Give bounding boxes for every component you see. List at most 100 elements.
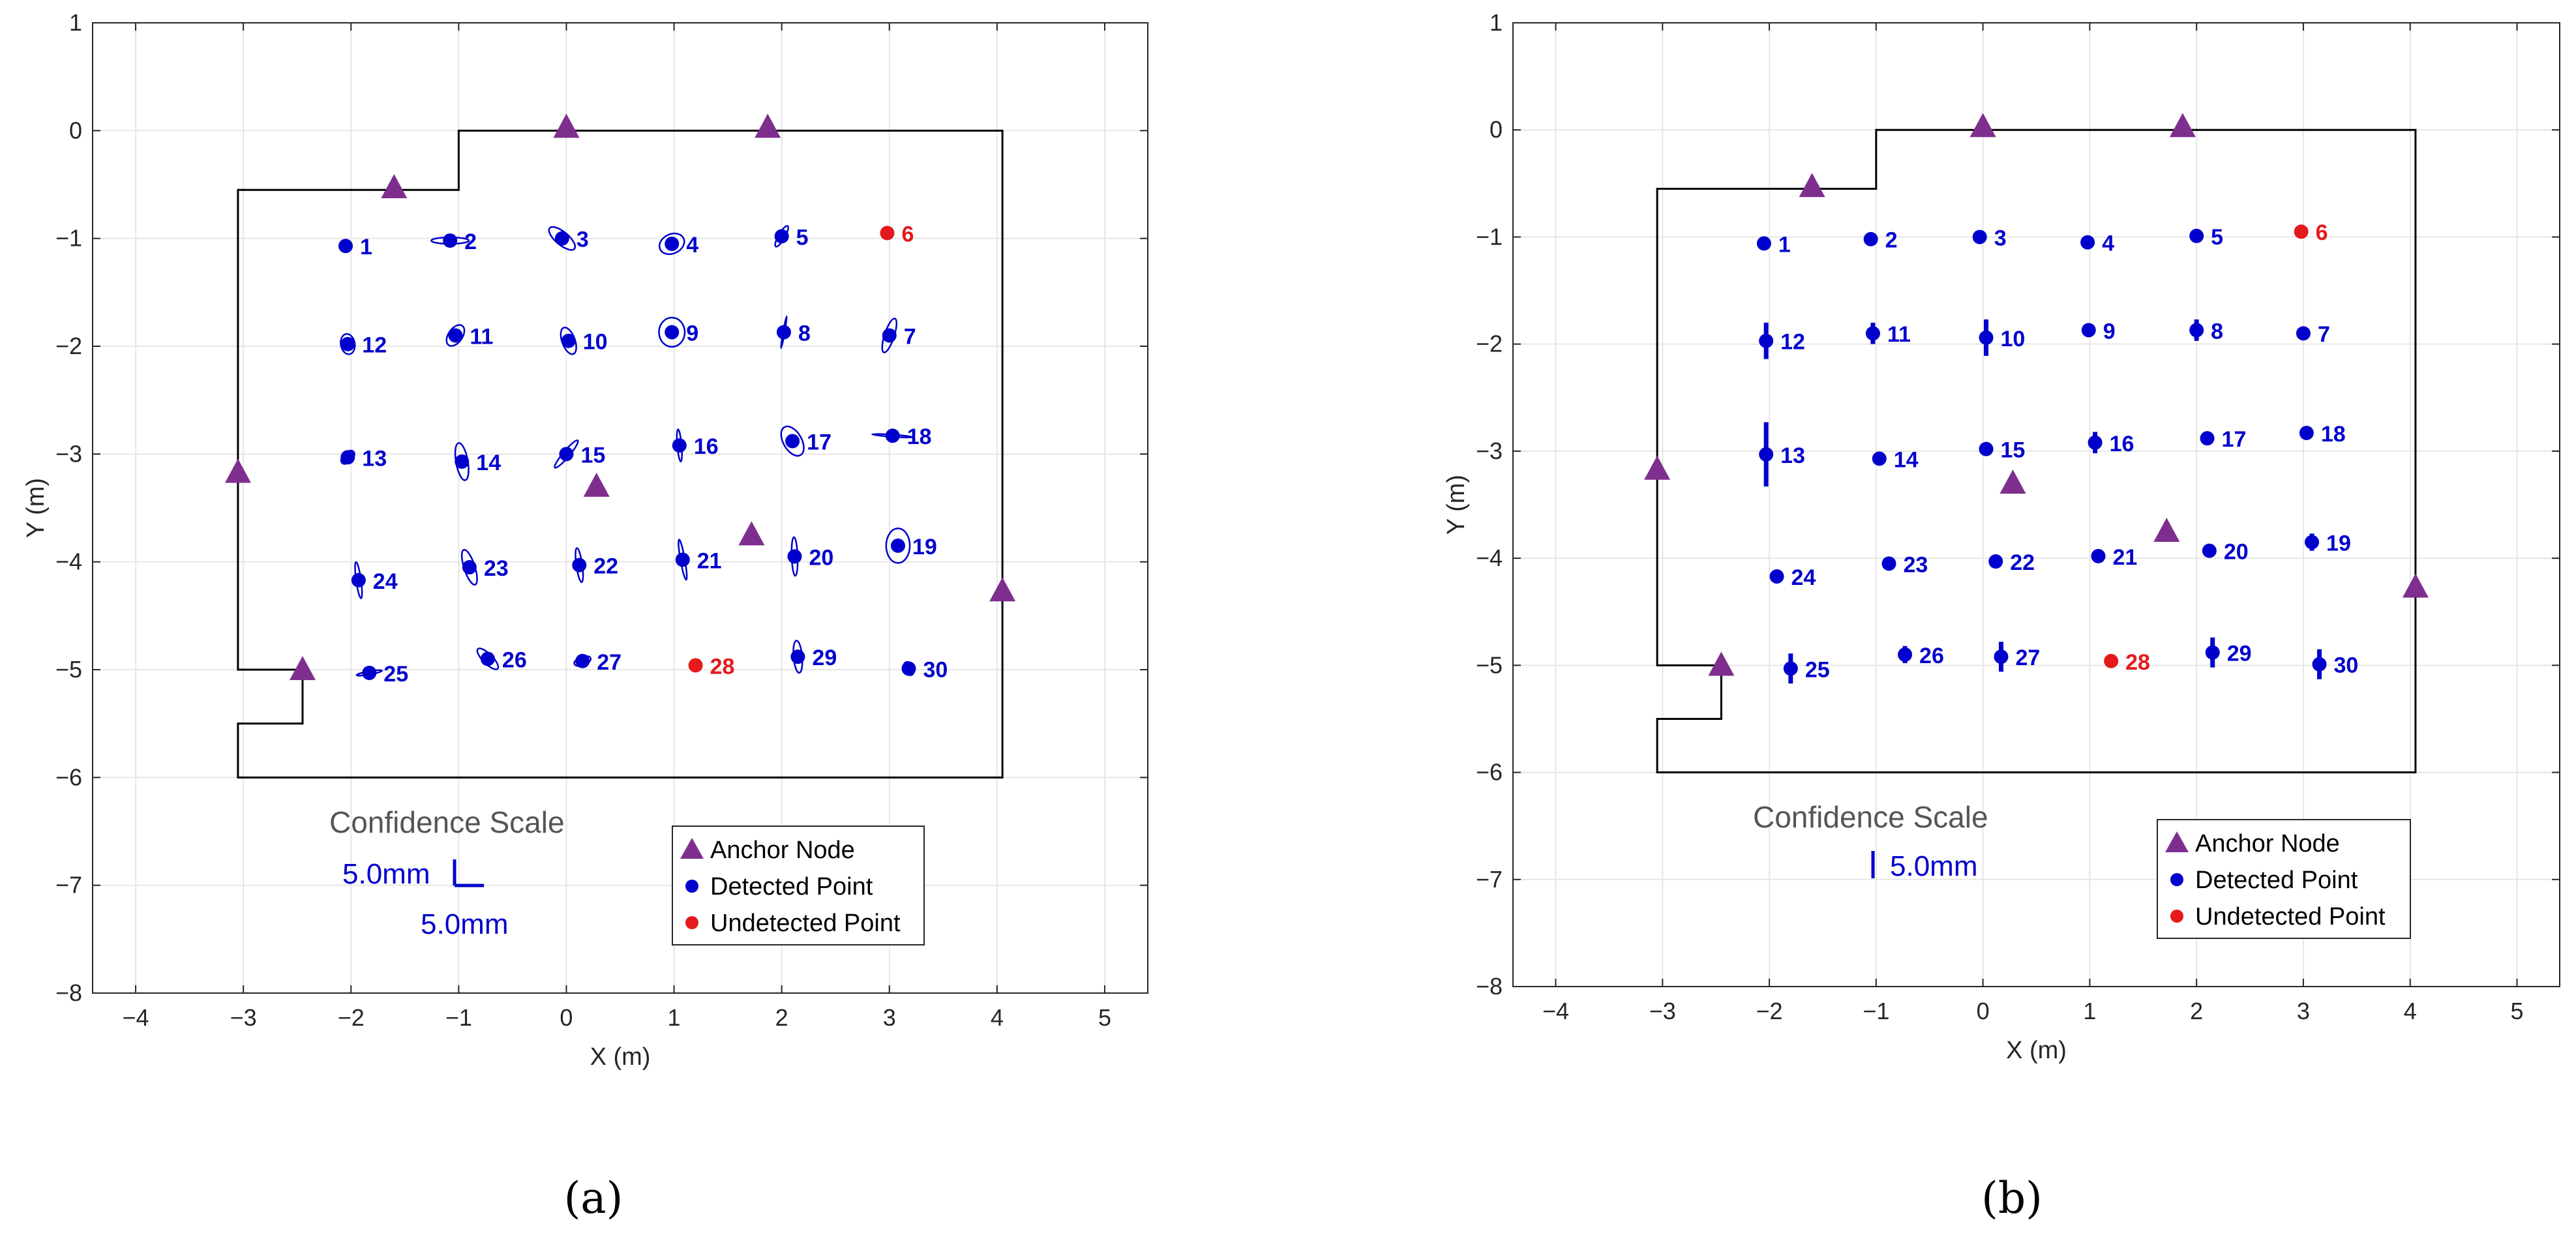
point-label: 12 [362,333,387,358]
point-label: 1 [1778,232,1791,257]
detected-point [2200,431,2215,446]
detected-point [787,549,802,564]
y-tick-label: 0 [69,117,82,143]
confidence-scale-title: Confidence Scale [1753,800,1988,834]
detected-point [480,651,495,666]
detected-point [665,236,680,251]
detected-point [790,649,805,664]
point-label: 7 [904,324,916,349]
point-label: 14 [1894,447,1919,472]
point-label: 6 [2316,220,2328,245]
point-label: 19 [912,535,937,559]
y-tick-label: −6 [1476,759,1503,786]
x-tick-label: 4 [991,1004,1004,1031]
detected-point [340,336,355,351]
confidence-scale: Confidence Scale 5.0mm [1753,800,1988,882]
detected-point [455,454,470,469]
detected-point [351,573,366,588]
legend-detected-marker [2170,873,2183,886]
undetected-point [2294,224,2309,239]
point-label: 9 [686,321,698,346]
uncertainty-ellipse [885,528,911,564]
detected-point [2312,657,2327,672]
point-label: 3 [577,228,589,252]
y-tick-label: −8 [55,979,82,1006]
point-label: 2 [464,230,477,254]
anchor-node [2169,113,2196,138]
detected-point [1898,647,1913,662]
point-label: 16 [2110,432,2134,456]
point-label: 20 [809,545,833,570]
detected-point [448,328,463,343]
legend-entry: Anchor Node [710,837,855,864]
point-label: 17 [807,430,831,454]
point-label: 6 [901,222,914,246]
point-label: 4 [2102,231,2114,256]
point-label: 25 [1805,657,1830,682]
anchor-node [224,458,251,483]
point-label: 8 [2211,319,2223,344]
detected-point [1759,333,1774,348]
detected-point [1756,236,1771,251]
x-tick-label: −4 [123,1004,149,1031]
x-tick-label: 0 [560,1004,573,1031]
x-tick-label: 5 [1098,1004,1111,1031]
y-tick-label: −1 [55,225,82,252]
y-tick-label: −2 [55,333,82,359]
scale-label-y: 5.0mm [1890,850,1977,882]
detected-point [575,653,590,668]
detected-point [2296,326,2311,341]
detected-point [2189,228,2204,243]
point-label: 20 [2224,540,2249,565]
anchor-node [583,472,610,497]
detected-point [443,233,458,248]
anchor-node [1708,651,1735,676]
legend-box [2157,819,2411,939]
point-label: 13 [1780,443,1805,468]
point-label: 17 [2222,427,2247,452]
detected-point [554,231,569,246]
detected-point [1979,330,1994,345]
point-label: 23 [484,556,509,581]
point-label: 30 [923,657,948,682]
detected-point [1759,447,1774,462]
x-tick-label: 5 [2510,998,2523,1024]
x-axis-label: X (m) [590,1043,651,1071]
x-tick-label: −2 [338,1004,365,1031]
point-label: 10 [2001,327,2026,351]
scale-label-y: 5.0mm [342,858,430,890]
detected-point [2189,323,2204,338]
y-tick-label: −1 [1476,223,1503,250]
legend-entry: Detected Point [710,873,873,900]
detected-point [1872,451,1887,466]
detected-point [2080,235,2095,250]
point-label: 24 [1791,565,1816,590]
x-axis-label: X (m) [2006,1037,2067,1064]
y-tick-label: 1 [1490,9,1503,36]
y-tick-label: −5 [55,656,82,683]
point-label: 18 [907,424,932,449]
point-label: 25 [383,662,408,687]
y-tick-label: −3 [55,440,82,467]
detected-point [1863,231,1878,246]
legend-entry: Detected Point [2195,867,2358,894]
point-label: 22 [593,554,618,579]
legend-undetected-marker [2170,910,2183,923]
uncertainty-ellipse [658,316,686,348]
x-tick-label: 0 [1977,998,1990,1024]
detected-point [362,665,377,680]
y-axis-label: Y (m) [22,478,50,538]
detected-point [2202,543,2217,558]
detected-point [665,325,680,340]
detected-point [1994,649,2009,664]
y-tick-label: −4 [1476,544,1503,571]
point-label: 19 [2326,531,2351,556]
point-label: 27 [597,650,622,675]
anchor-node [1644,455,1671,480]
detected-point [675,552,690,567]
panel-b: −4 −3 −2 −1 0 1 2 3 4 510−1−2−3−4−5−6−7−8X (m)Y (… [1443,9,2560,1223]
detected-point [890,538,905,553]
detected-point [776,325,791,340]
anchor-node [289,656,316,680]
